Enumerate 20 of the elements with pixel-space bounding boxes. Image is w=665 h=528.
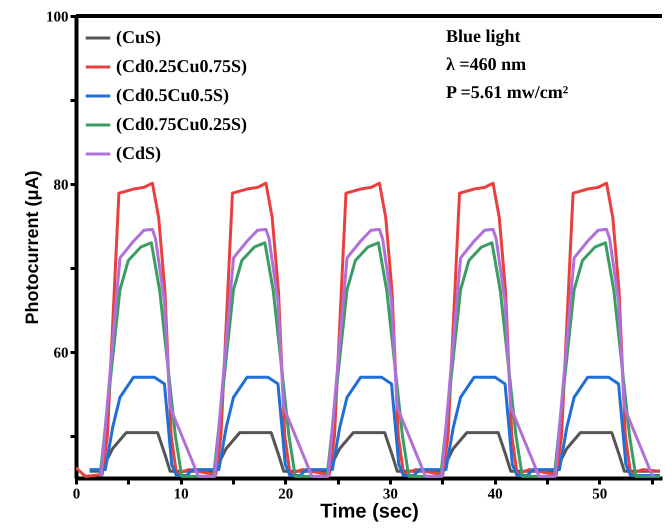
- y-tick-label: 100: [46, 10, 68, 26]
- legend-label: (Cd0.75Cu0.25S): [116, 114, 248, 134]
- x-tick-label: 30: [382, 486, 398, 502]
- legend-label: (CuS): [116, 27, 162, 47]
- y-axis-title: Photocurrent (μA): [22, 170, 42, 325]
- x-axis-title: Time (sec): [320, 500, 419, 522]
- legend-label: (CdS): [116, 143, 162, 163]
- y-tick-label: 60: [54, 346, 68, 362]
- x-tick-label: 20: [278, 486, 294, 502]
- legend-label: (Cd0.5Cu0.5S): [116, 85, 230, 105]
- annotation: λ =460 nm: [446, 54, 526, 74]
- line-series: [88, 376, 662, 477]
- x-tick-label: 10: [174, 486, 189, 502]
- x-tick-label: 0: [72, 486, 80, 502]
- legend-label: (Cd0.25Cu0.75S): [116, 56, 248, 76]
- x-tick-label: 40: [488, 486, 503, 502]
- x-tick-label: 50: [592, 486, 608, 502]
- annotation: Blue light: [446, 26, 521, 46]
- annotation: P =5.61 mw/cm²: [446, 82, 568, 102]
- y-tick-label: 80: [54, 178, 68, 194]
